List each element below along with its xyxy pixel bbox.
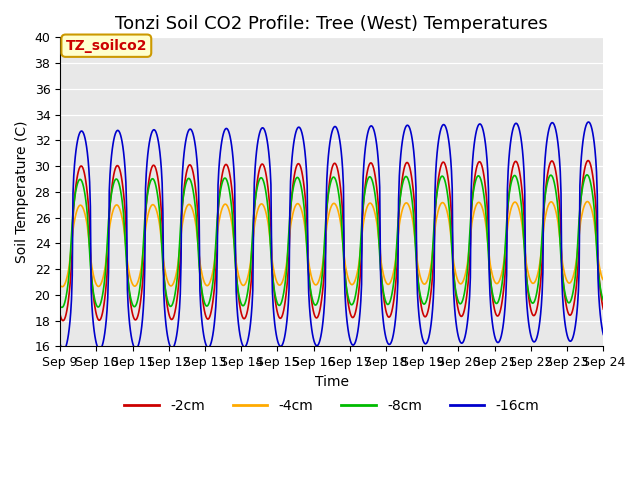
-16cm	[60, 348, 67, 353]
-8cm	[399, 182, 406, 188]
-8cm	[58, 304, 65, 310]
-2cm	[399, 175, 406, 181]
-2cm	[584, 157, 592, 163]
Title: Tonzi Soil CO2 Profile: Tree (West) Temperatures: Tonzi Soil CO2 Profile: Tree (West) Temp…	[115, 15, 548, 33]
-4cm	[178, 226, 186, 231]
-16cm	[67, 309, 75, 315]
-8cm	[56, 304, 64, 310]
-4cm	[207, 278, 214, 284]
-2cm	[178, 212, 186, 217]
-2cm	[600, 306, 607, 312]
Line: -8cm: -8cm	[60, 175, 604, 307]
-16cm	[584, 119, 592, 125]
Line: -4cm: -4cm	[60, 202, 604, 287]
-16cm	[56, 341, 64, 347]
-4cm	[123, 252, 131, 258]
-16cm	[399, 138, 406, 144]
-2cm	[67, 273, 75, 279]
-16cm	[207, 342, 214, 348]
-4cm	[584, 199, 591, 204]
-4cm	[56, 283, 64, 289]
-16cm	[414, 303, 422, 309]
-4cm	[399, 207, 406, 213]
-2cm	[123, 251, 131, 256]
-8cm	[207, 295, 214, 300]
Line: -2cm: -2cm	[60, 160, 604, 321]
-2cm	[207, 312, 214, 317]
Legend: -2cm, -4cm, -8cm, -16cm: -2cm, -4cm, -8cm, -16cm	[119, 394, 545, 419]
-4cm	[600, 277, 607, 283]
-2cm	[60, 318, 67, 324]
-8cm	[600, 297, 607, 303]
-8cm	[67, 245, 75, 251]
Text: TZ_soilco2: TZ_soilco2	[65, 39, 147, 53]
X-axis label: Time: Time	[315, 375, 349, 389]
-8cm	[414, 279, 422, 285]
-8cm	[123, 263, 131, 268]
-16cm	[178, 184, 186, 190]
-16cm	[123, 206, 131, 212]
-8cm	[583, 172, 591, 178]
-4cm	[59, 284, 67, 289]
-2cm	[414, 279, 422, 285]
Line: -16cm: -16cm	[60, 122, 604, 350]
-2cm	[56, 312, 64, 318]
-4cm	[67, 249, 75, 255]
Y-axis label: Soil Temperature (C): Soil Temperature (C)	[15, 120, 29, 263]
-8cm	[178, 207, 186, 213]
-16cm	[600, 332, 607, 337]
-4cm	[414, 264, 422, 270]
